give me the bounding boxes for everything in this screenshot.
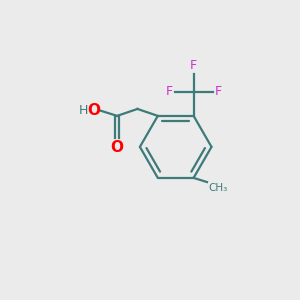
Text: F: F — [214, 85, 221, 98]
Text: F: F — [190, 59, 197, 72]
Text: H: H — [79, 103, 88, 117]
Text: O: O — [87, 103, 100, 118]
Text: F: F — [166, 85, 173, 98]
Text: CH₃: CH₃ — [208, 183, 228, 193]
Text: O: O — [111, 140, 124, 155]
